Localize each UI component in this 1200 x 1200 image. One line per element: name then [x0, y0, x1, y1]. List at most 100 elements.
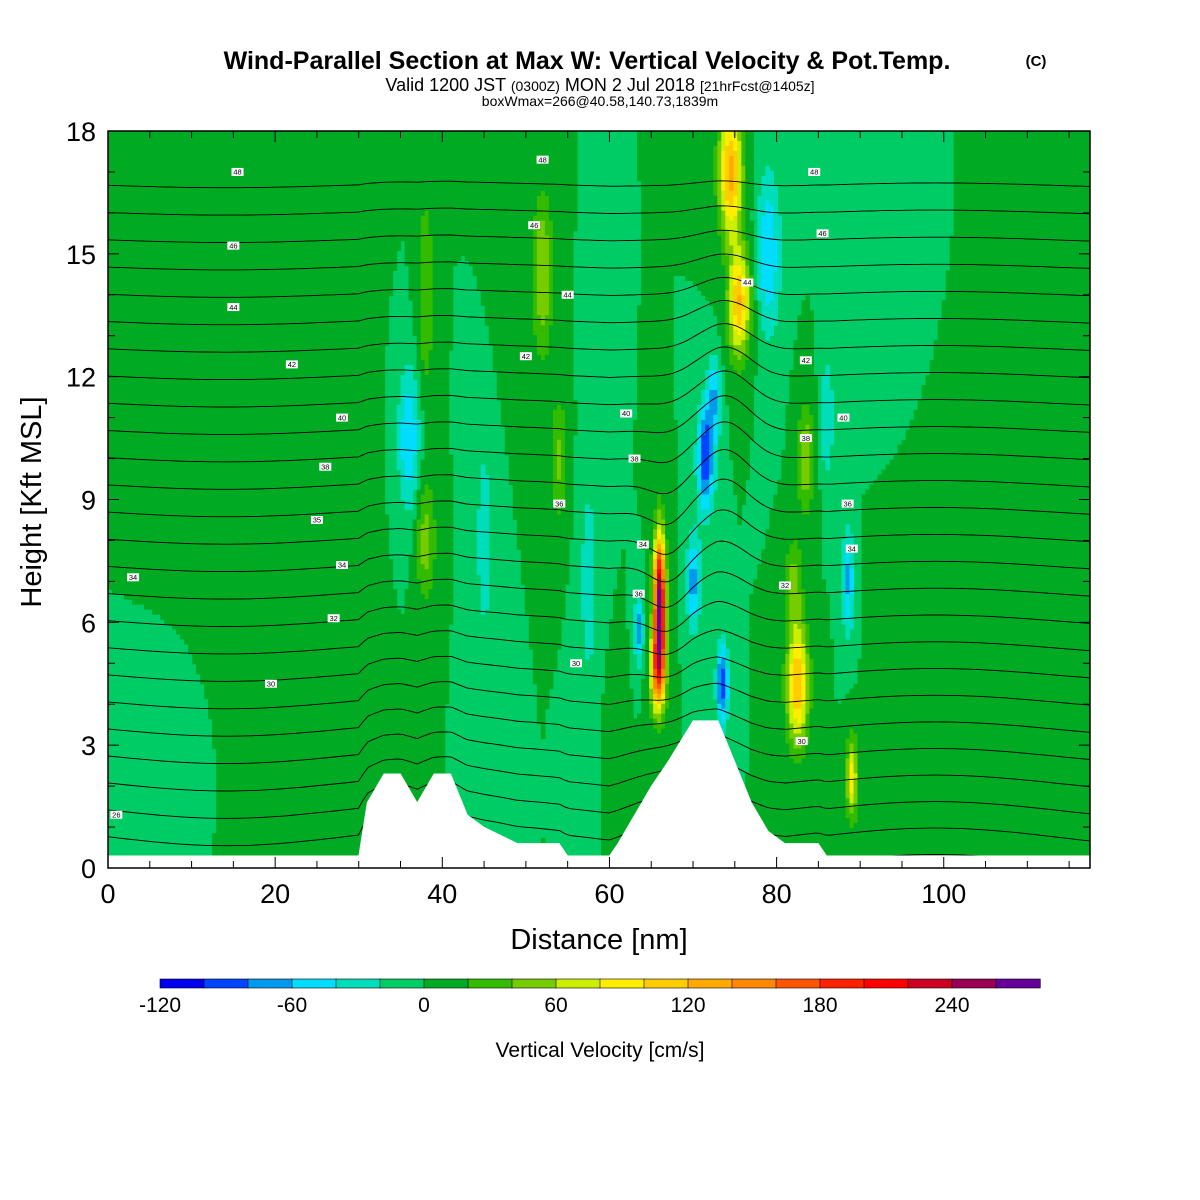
field-cell: [745, 140, 754, 147]
field-cell: [504, 444, 554, 451]
field-cell: [701, 439, 710, 446]
field-cell: [841, 594, 847, 600]
field-cell: [512, 504, 558, 511]
field-cell: [584, 504, 590, 511]
field-cell: [809, 439, 815, 446]
field-cell: [653, 554, 658, 560]
field-cell: [789, 663, 794, 670]
field-cell: [737, 165, 742, 172]
field-cell: [665, 554, 670, 560]
field-cell: [789, 643, 794, 650]
field-cell: [661, 728, 682, 735]
field-cell: [584, 514, 594, 521]
field-cell: [809, 633, 831, 640]
x-tick-label: 100: [921, 879, 966, 909]
field-cell: [657, 569, 662, 575]
field-cell: [160, 614, 454, 620]
field-cell: [849, 733, 859, 740]
field-cell: [729, 315, 734, 321]
field-cell: [809, 718, 1090, 725]
field-cell: [653, 609, 658, 615]
field-cell: [649, 643, 654, 650]
field-cell: [749, 713, 786, 720]
field-cell: [653, 668, 658, 675]
field-cell: [416, 434, 422, 441]
field-cell: [813, 459, 819, 466]
field-cell: [749, 728, 786, 735]
field-cell: [544, 315, 554, 321]
contour-label-text: 38: [802, 434, 810, 443]
field-cell: [524, 594, 566, 600]
contour-label-text: 38: [630, 454, 638, 463]
field-cell: [713, 439, 718, 446]
y-tick-label: 9: [81, 486, 96, 516]
field-cell: [845, 773, 851, 779]
field-cell: [845, 564, 851, 570]
field-cell: [761, 180, 774, 187]
field-cell: [861, 544, 1090, 550]
field-cell: [701, 454, 710, 461]
field-cell: [717, 429, 722, 436]
field-cell: [717, 135, 722, 142]
field-cell: [749, 270, 754, 277]
field-cell: [745, 783, 847, 789]
field-cell: [737, 200, 742, 207]
field-cell: [717, 678, 722, 685]
field-cell: [793, 365, 815, 371]
field-cell: [653, 534, 658, 540]
field-cell: [937, 335, 1090, 341]
field-cell: [725, 240, 730, 247]
field-cell: [609, 633, 630, 640]
field-cell: [713, 683, 718, 690]
field-cell: [665, 628, 670, 635]
field-cell: [745, 240, 750, 247]
field-cell: [745, 150, 754, 157]
field-cell: [741, 250, 746, 257]
field-cell: [404, 245, 422, 252]
field-cell: [661, 653, 666, 660]
field-cell: [729, 265, 734, 272]
field-cell: [548, 285, 554, 291]
field-cell: [657, 559, 662, 565]
field-cell: [552, 315, 574, 321]
contour-label-text: 35: [313, 516, 321, 525]
field-cell: [733, 215, 738, 222]
field-cell: [729, 255, 734, 262]
field-cell: [400, 484, 418, 491]
field-cell: [845, 609, 851, 615]
field-cell: [797, 479, 803, 486]
field-cell: [737, 295, 742, 301]
field-cell: [416, 335, 422, 341]
field-cell: [653, 713, 662, 720]
field-cell: [564, 409, 578, 416]
field-cell: [420, 509, 434, 516]
field-cell: [480, 474, 490, 481]
field-cell: [412, 399, 418, 406]
field-cell: [665, 683, 670, 690]
field-cell: [637, 365, 674, 371]
field-cell: [845, 623, 855, 630]
field-cell: [861, 554, 1090, 560]
colorbar-tick-label: 180: [802, 994, 837, 1017]
field-cell: [757, 235, 762, 242]
field-cell: [621, 554, 626, 560]
field-cell: [689, 599, 698, 605]
field-cell: [108, 469, 386, 476]
field-cell: [657, 728, 662, 735]
field-cell: [857, 803, 1090, 809]
field-cell: [785, 404, 803, 411]
field-cell: [697, 569, 702, 575]
field-cell: [741, 215, 746, 222]
field-cell: [785, 609, 790, 615]
field-cell: [108, 409, 386, 416]
field-cell: [845, 628, 851, 635]
field-cell: [488, 340, 538, 346]
field-cell: [789, 733, 807, 740]
field-cell: [953, 215, 1090, 222]
contour-label-text: 36: [635, 589, 643, 598]
field-cell: [749, 738, 786, 745]
field-cell: [849, 688, 1090, 695]
field-cell: [705, 414, 714, 421]
field-cell: [749, 638, 786, 645]
field-cell: [412, 300, 422, 306]
